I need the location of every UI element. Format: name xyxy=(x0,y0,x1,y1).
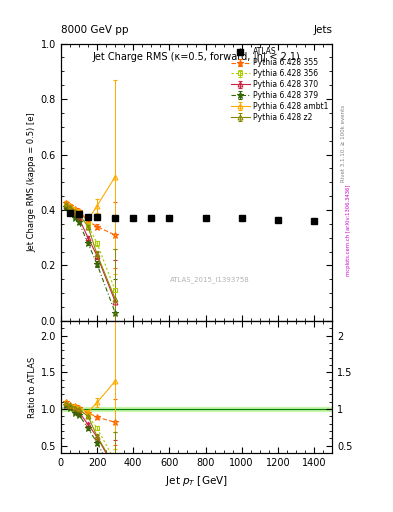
Bar xyxy=(61,407,332,411)
Y-axis label: Jet Charge RMS (kappa = 0.5) [e]: Jet Charge RMS (kappa = 0.5) [e] xyxy=(28,112,37,252)
Y-axis label: Ratio to ATLAS: Ratio to ATLAS xyxy=(28,356,37,418)
Legend: ATLAS, Pythia 6.428 355, Pythia 6.428 356, Pythia 6.428 370, Pythia 6.428 379, P: ATLAS, Pythia 6.428 355, Pythia 6.428 35… xyxy=(229,46,330,123)
Text: mcplots.cern.ch [arXiv:1306.3436]: mcplots.cern.ch [arXiv:1306.3436] xyxy=(347,185,351,276)
Text: Jets: Jets xyxy=(313,25,332,35)
Text: ATLAS_2015_I1393758: ATLAS_2015_I1393758 xyxy=(170,276,250,283)
Text: Rivet 3.1.10, ≥ 100k events: Rivet 3.1.10, ≥ 100k events xyxy=(341,105,345,182)
X-axis label: Jet $p_T$ [GeV]: Jet $p_T$ [GeV] xyxy=(165,474,228,487)
Text: 8000 GeV pp: 8000 GeV pp xyxy=(61,25,129,35)
Text: Jet Charge RMS (κ=0.5, forward, |η| < 2.1): Jet Charge RMS (κ=0.5, forward, |η| < 2.… xyxy=(93,52,300,62)
